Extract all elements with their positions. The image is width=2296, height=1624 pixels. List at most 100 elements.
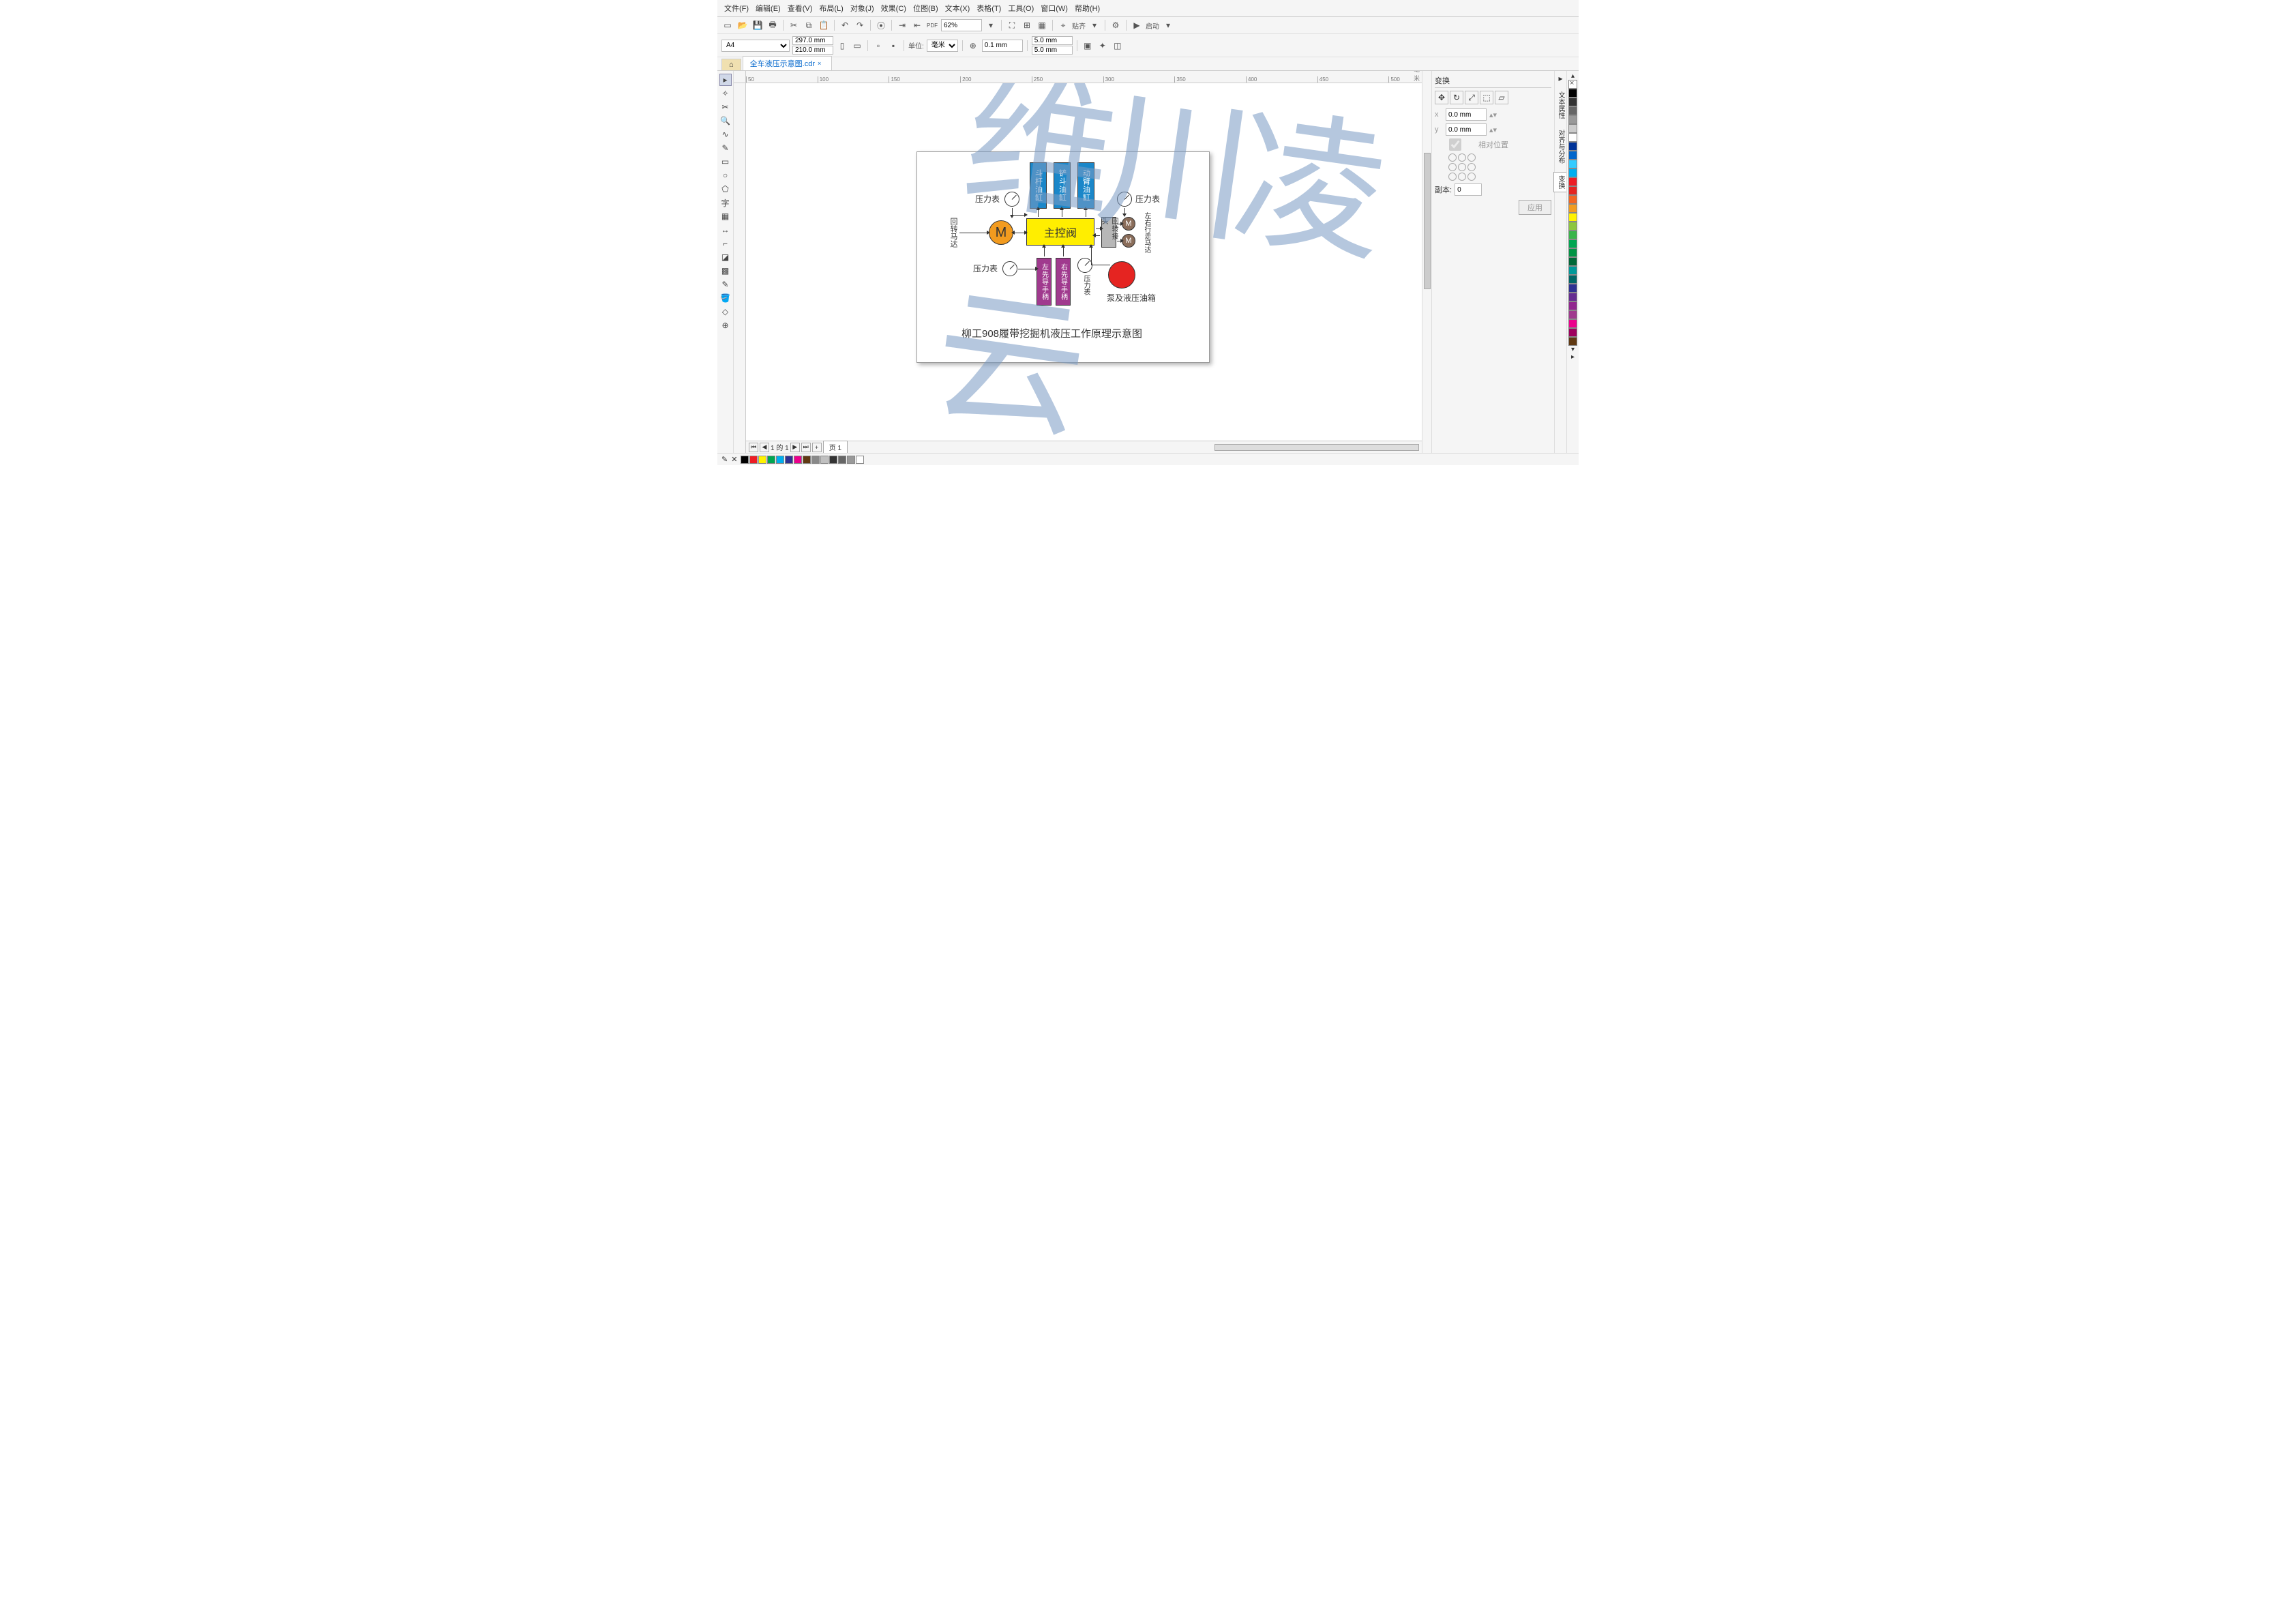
first-page-button[interactable]: ⏮ [749,443,758,452]
swatch[interactable] [1568,275,1577,284]
swatch[interactable] [1568,266,1577,275]
dup-x-input[interactable] [1032,36,1073,45]
swatch-none[interactable] [1568,80,1577,89]
prev-page-button[interactable]: ◀ [760,443,769,452]
swatch[interactable] [1568,293,1577,301]
artistic-media-tool[interactable]: ✎ [719,142,732,154]
import-button[interactable]: ⇥ [896,19,908,31]
landscape-button[interactable]: ▭ [851,40,863,52]
canvas[interactable]: 维川凌云 斗杆油缸 铲斗油缸 动臂油缸 压力表 压力表 主控 [746,83,1422,441]
swatch[interactable] [1568,177,1577,186]
status-swatch[interactable] [838,456,846,464]
cut-button[interactable]: ✂ [788,19,800,31]
freehand-tool[interactable]: ∿ [719,128,732,141]
fullscreen-button[interactable]: ⛶ [1006,19,1018,31]
sidetab-align[interactable]: 对齐与分布 [1554,127,1567,166]
status-swatch[interactable] [811,456,820,464]
document-tab[interactable]: 全车液压示意图.cdr × [743,56,832,70]
expand-dockers-icon[interactable]: ▸ [1558,74,1562,83]
all-pages-button[interactable]: ▫ [872,40,884,52]
copies-input[interactable] [1455,183,1482,196]
launch-label[interactable]: 启动 [1146,20,1159,31]
swatch[interactable] [1568,142,1577,151]
swatch[interactable] [1568,168,1577,177]
options-button[interactable]: ⚙ [1109,19,1122,31]
copy-button[interactable]: ⧉ [803,19,815,31]
rotate-tab[interactable]: ↻ [1450,91,1463,104]
status-swatch[interactable] [776,456,784,464]
ellipse-tool[interactable]: ○ [719,169,732,181]
dimension-tool[interactable]: ↔ [719,224,732,236]
horizontal-ruler[interactable]: 50 100 150 200 250 300 350 400 450 500 毫… [746,71,1422,83]
redo-button[interactable]: ↷ [854,19,866,31]
swatch[interactable] [1568,231,1577,239]
sidetab-transform[interactable]: 变换 [1553,172,1568,192]
swatch[interactable] [1568,239,1577,248]
nudge-input[interactable] [982,40,1023,52]
status-swatch[interactable] [785,456,793,464]
swatch[interactable] [1568,151,1577,160]
page-tab-1[interactable]: 页 1 [823,441,848,453]
status-swatch[interactable] [847,456,855,464]
save-button[interactable]: 💾 [751,19,764,31]
rectangle-tool[interactable]: ▭ [719,156,732,168]
menu-table[interactable]: 表格(T) [974,1,1004,15]
palette-down[interactable]: ▾ [1571,346,1575,353]
swatch[interactable] [1568,204,1577,213]
pick-tool[interactable]: ▸ [719,74,732,86]
menu-object[interactable]: 对象(J) [848,1,877,15]
status-swatch[interactable] [794,456,802,464]
units-select[interactable]: 毫米 [927,40,958,52]
size-tab[interactable]: ⬚ [1480,91,1493,104]
align-guides-button[interactable]: ◫ [1112,40,1124,52]
menu-view[interactable]: 查看(V) [785,1,816,15]
swatch[interactable] [1568,106,1577,115]
outline-tool[interactable]: ◇ [719,306,732,318]
page-height-input[interactable] [792,46,833,55]
transform-x-input[interactable] [1446,108,1487,121]
swatch[interactable] [1568,124,1577,133]
status-swatch[interactable] [803,456,811,464]
undo-button[interactable]: ↶ [839,19,851,31]
status-swatch[interactable] [758,456,766,464]
relative-checkbox[interactable] [1435,138,1476,151]
sidetab-text-props[interactable]: 文本属性 [1554,89,1567,121]
swatch[interactable] [1568,222,1577,231]
transform-y-input[interactable] [1446,123,1487,136]
scale-tab[interactable]: ⤢ [1465,91,1478,104]
dynamic-guides-button[interactable]: ✦ [1097,40,1109,52]
menu-text[interactable]: 文本(X) [942,1,973,15]
next-page-button[interactable]: ▶ [790,443,800,452]
swatch[interactable] [1568,301,1577,310]
print-button[interactable]: 🖶 [766,19,779,31]
swatch[interactable] [1568,328,1577,337]
page-preset-select[interactable]: A4 [721,40,790,52]
menu-help[interactable]: 帮助(H) [1072,1,1103,15]
current-page-button[interactable]: ▪ [887,40,899,52]
last-page-button[interactable]: ⏭ [801,443,811,452]
status-swatch[interactable] [767,456,775,464]
h-scrollbar[interactable] [1214,444,1419,451]
swatch[interactable] [1568,160,1577,168]
shape-tool[interactable]: ✧ [719,87,732,100]
palette-expand[interactable]: ▸ [1571,353,1575,361]
swatch[interactable] [1568,98,1577,106]
zoom-input[interactable] [941,19,982,31]
menu-tools[interactable]: 工具(O) [1005,1,1037,15]
swatch[interactable] [1568,284,1577,293]
open-button[interactable]: 📂 [736,19,749,31]
table-tool[interactable]: ▦ [719,210,732,222]
portrait-button[interactable]: ▯ [836,40,848,52]
search-button[interactable]: ⦿ [875,19,887,31]
status-swatch[interactable] [820,456,829,464]
text-tool[interactable]: 字 [719,196,732,209]
snap-icon[interactable]: ⌖ [1057,19,1069,31]
swatch[interactable] [1568,195,1577,204]
status-swatch[interactable] [749,456,758,464]
new-button[interactable]: ▭ [721,19,734,31]
status-swatch[interactable] [741,456,749,464]
add-page-button[interactable]: + [812,443,822,452]
swatch[interactable] [1568,115,1577,124]
drop-shadow-tool[interactable]: ◪ [719,251,732,263]
dup-y-input[interactable] [1032,46,1073,55]
